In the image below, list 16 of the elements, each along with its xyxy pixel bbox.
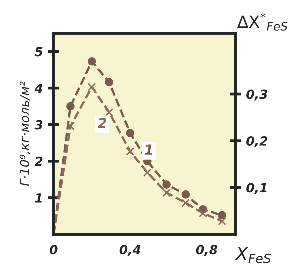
y2-tick-label: 0,3 (246, 90, 268, 101)
series-label: 1 (144, 144, 152, 155)
series-label: 2 (98, 118, 107, 128)
x-tick-label: 0,4 (120, 245, 141, 256)
x-tick-label: 0,8 (196, 245, 218, 256)
y-tick-label: 3 (34, 120, 43, 130)
y-tick-label: 1 (35, 194, 42, 203)
y2-tick-label: 0,2 (246, 136, 268, 148)
y-tick-label: 5 (34, 47, 43, 57)
y-tick-label: 4 (34, 84, 43, 94)
y2-axis-title: ΔX$^{*}$$_{FeS}$ (237, 12, 288, 31)
x-axis-title: X$_{FeS}$ (235, 247, 272, 264)
x-tick-label: 0 (50, 245, 58, 255)
y-tick-label: 2 (34, 156, 43, 166)
y-axis-title: Г·10⁹,кг·моль/м² (20, 82, 31, 186)
y2-tick-label: 0,1 (246, 183, 267, 194)
